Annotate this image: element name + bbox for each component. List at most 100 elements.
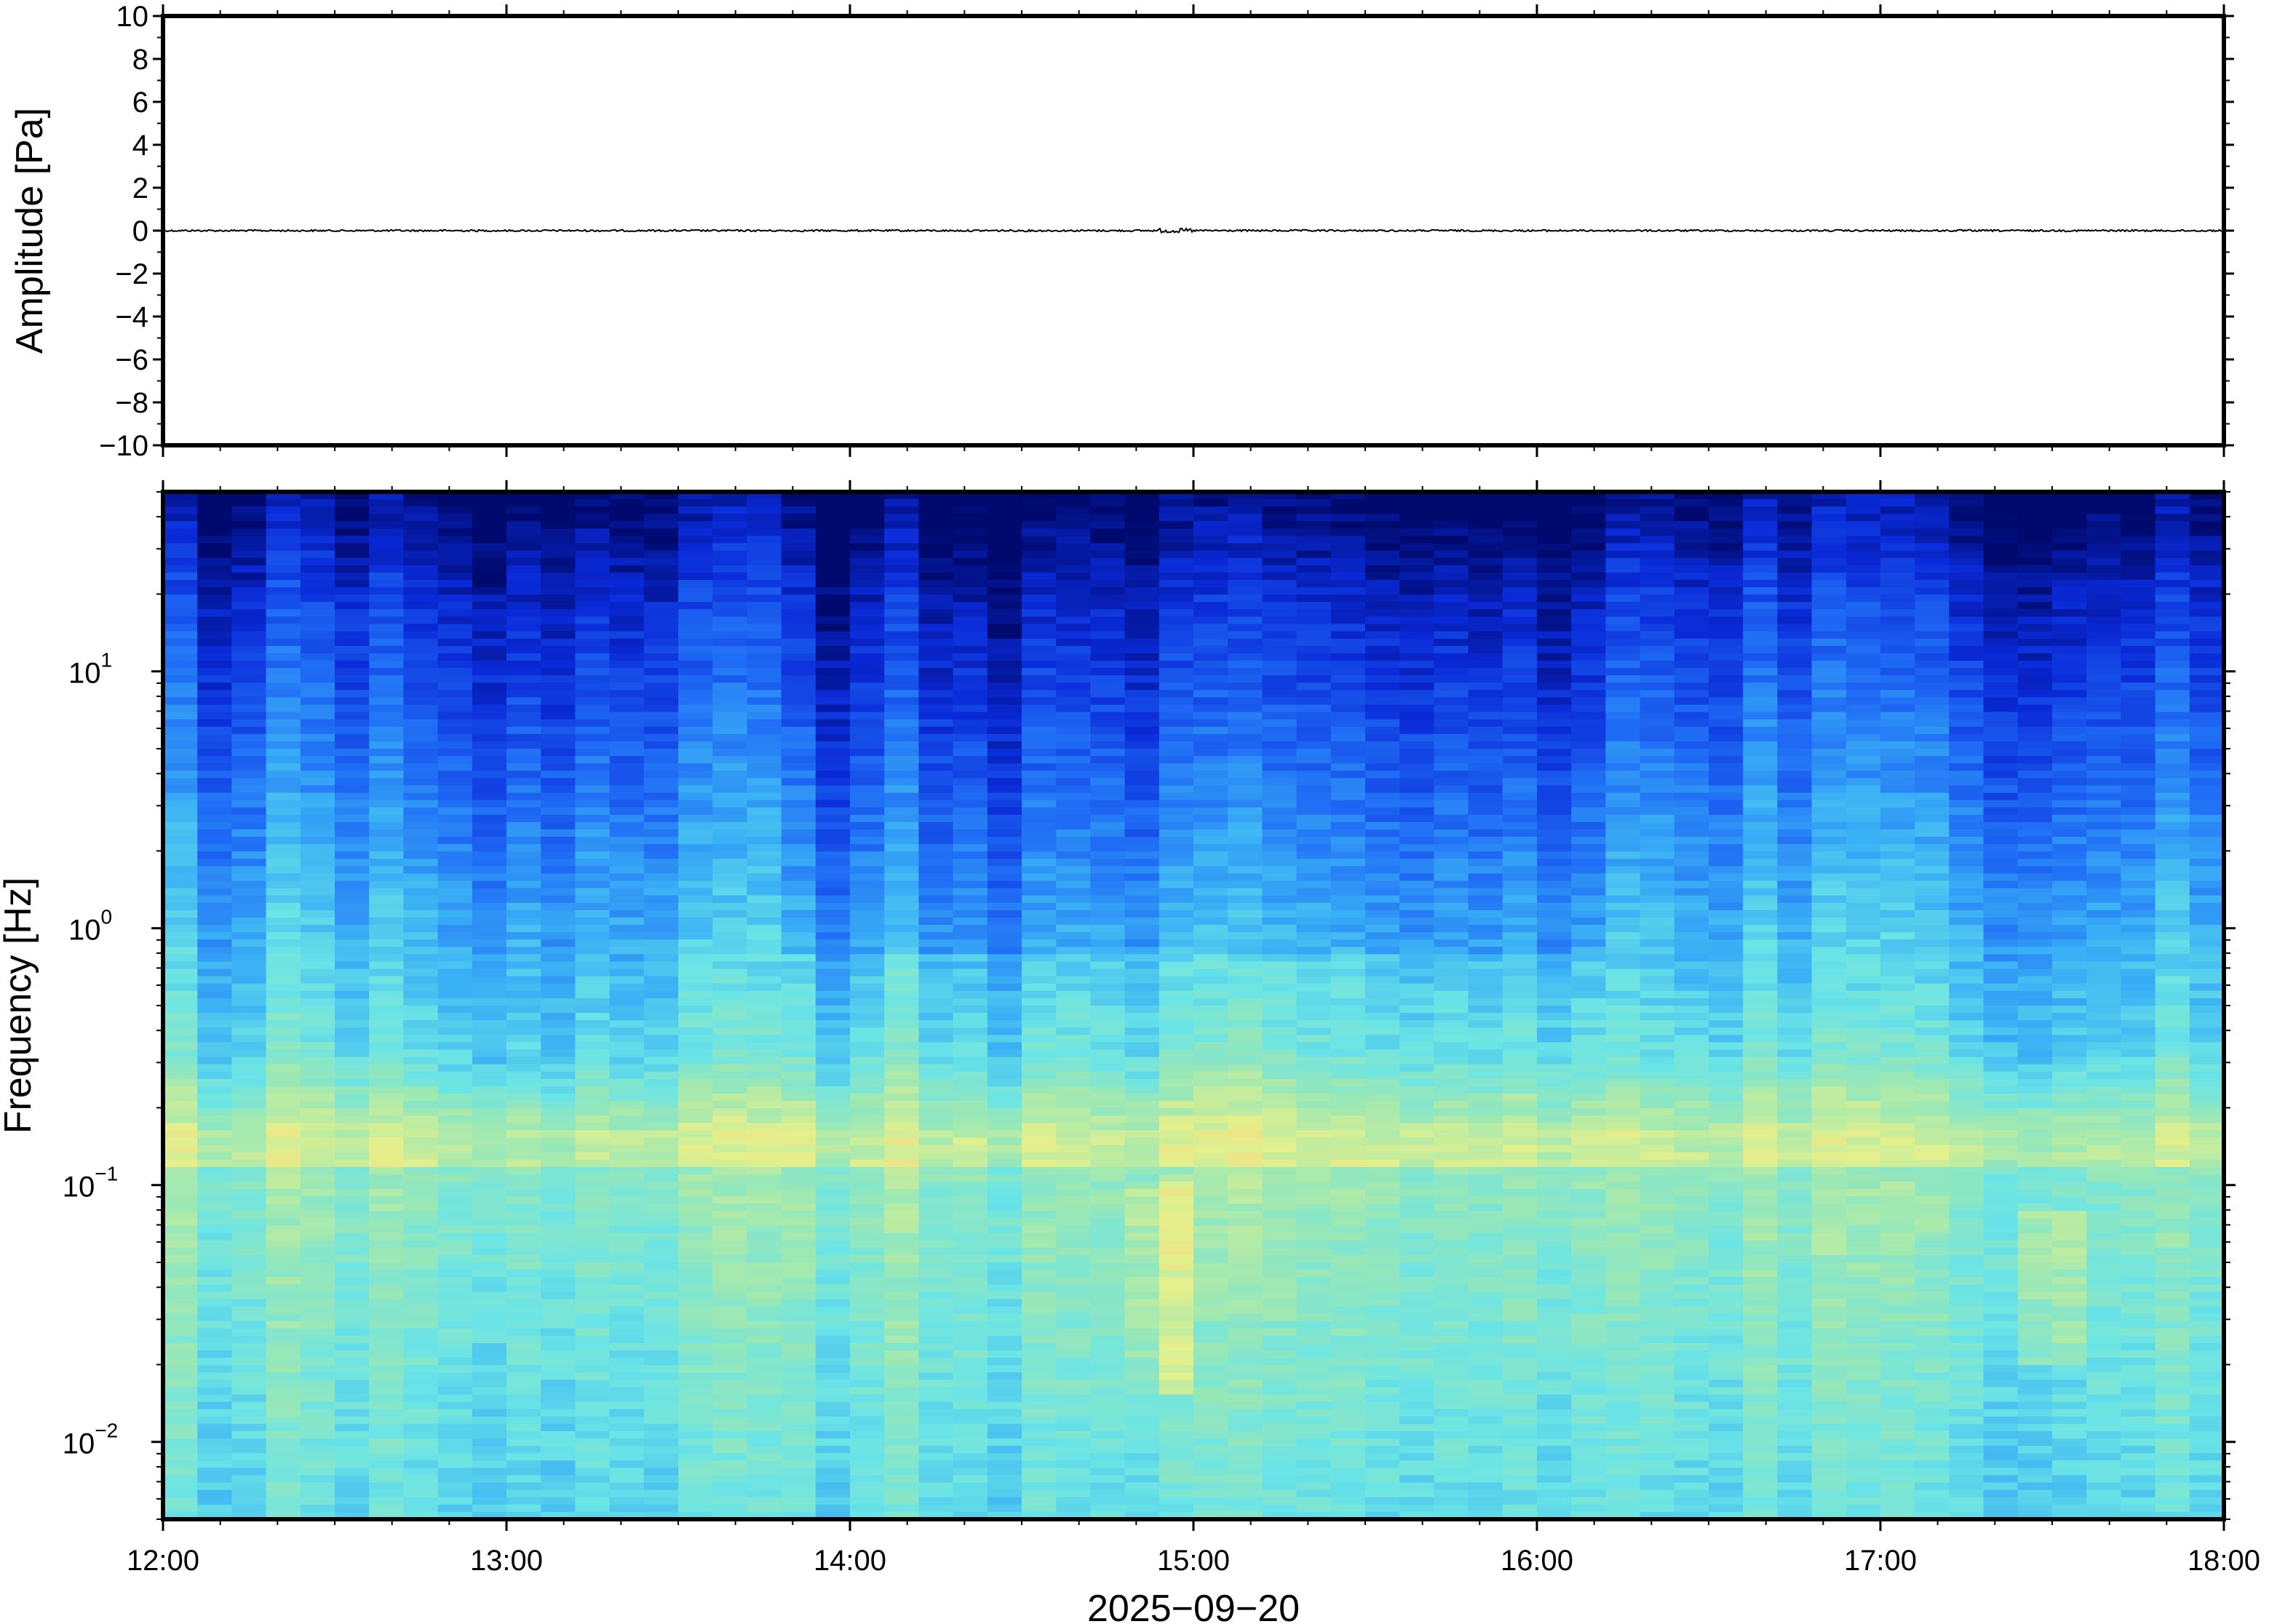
heatmap-cell <box>1674 557 1709 566</box>
heatmap-cell <box>1640 543 1675 552</box>
heatmap-cell <box>403 631 439 640</box>
heatmap-cell <box>2086 682 2121 690</box>
heatmap-cell <box>1228 909 1263 918</box>
heatmap-cell <box>369 572 404 581</box>
heatmap-cell <box>506 954 541 963</box>
heatmap-cell <box>1845 587 1881 595</box>
heatmap-cell <box>2017 550 2053 559</box>
heatmap-cell <box>437 976 473 984</box>
heatmap-cell <box>953 763 988 771</box>
heatmap-cell <box>2086 814 2121 823</box>
heatmap-cell <box>1880 947 1915 955</box>
heatmap-cell <box>300 1035 335 1043</box>
heatmap-cell <box>781 792 816 801</box>
waveform-y-tick-label: −10 <box>99 430 148 462</box>
heatmap-cell <box>712 609 747 618</box>
heatmap-cell <box>1949 800 1984 808</box>
heatmap-cell <box>1502 557 1538 566</box>
heatmap-cell <box>575 638 611 647</box>
heatmap-cell <box>1674 866 1709 875</box>
heatmap-cell <box>1330 902 1366 911</box>
heatmap-cell <box>1537 741 1572 749</box>
heatmap-cell <box>1090 506 1126 514</box>
heatmap-cell <box>2052 756 2087 764</box>
heatmap-cell <box>1880 829 1915 837</box>
heatmap-cell <box>609 726 645 735</box>
heatmap-cell <box>609 961 645 970</box>
heatmap-cell <box>197 837 232 845</box>
heatmap-cell <box>2052 638 2087 647</box>
heatmap-cell <box>1399 1078 1434 1087</box>
heatmap-cell <box>1056 976 1091 984</box>
heatmap-cell <box>1845 660 1881 669</box>
heatmap-cell <box>2189 851 2224 859</box>
heatmap-cell <box>506 1078 541 1087</box>
heatmap-cell <box>1777 1071 1813 1080</box>
heatmap-cell <box>403 1035 439 1043</box>
heatmap-cell <box>850 514 885 522</box>
heatmap-cell <box>1949 1013 1984 1021</box>
heatmap-cell <box>1571 712 1606 720</box>
heatmap-cell <box>1468 763 1503 771</box>
heatmap-cell <box>884 557 919 566</box>
heatmap-cell <box>815 771 851 779</box>
heatmap-cell <box>953 932 988 940</box>
heatmap-cell <box>987 712 1022 720</box>
heatmap-cell <box>335 1006 370 1014</box>
heatmap-cell <box>609 939 645 947</box>
heatmap-cell <box>1537 631 1572 640</box>
heatmap-cell <box>987 851 1022 859</box>
heatmap-cell <box>987 1078 1022 1087</box>
heatmap-cell <box>850 712 885 720</box>
heatmap-cell <box>437 521 473 530</box>
heatmap-cell <box>472 616 507 625</box>
heatmap-cell <box>1159 763 1194 771</box>
heatmap-cell <box>1124 814 1160 823</box>
heatmap-cell <box>953 961 988 970</box>
heatmap-cell <box>918 1020 954 1028</box>
heatmap-cell <box>1811 668 1847 676</box>
heatmap-cell <box>1537 550 1572 559</box>
heatmap-cell <box>1880 895 1915 904</box>
heatmap-cell <box>918 1035 954 1043</box>
heatmap-cell <box>781 543 816 552</box>
heatmap-cell <box>2121 550 2156 559</box>
heatmap-cell <box>1399 961 1434 970</box>
heatmap-cell <box>472 587 507 595</box>
heatmap-cell <box>300 814 335 823</box>
heatmap-cell <box>1915 932 1950 940</box>
heatmap-cell <box>1640 1027 1675 1035</box>
heatmap-cell <box>850 1064 885 1072</box>
heatmap-cell <box>1502 726 1538 735</box>
heatmap-cell <box>1949 631 1984 640</box>
heatmap-cell <box>1811 983 1847 992</box>
heatmap-cell <box>1124 1035 1160 1043</box>
heatmap-cell <box>884 645 919 654</box>
heatmap-cell <box>1399 609 1434 618</box>
heatmap-cell <box>987 557 1022 566</box>
heatmap-cell <box>1640 990 1675 999</box>
heatmap-cell <box>437 880 473 889</box>
heatmap-cell <box>1434 653 1469 661</box>
heatmap-cell <box>369 932 404 940</box>
heatmap-cell <box>2086 645 2121 654</box>
heatmap-cell <box>1674 859 1709 867</box>
heatmap-cell <box>1949 902 1984 911</box>
heatmap-cell <box>1330 528 1366 537</box>
heatmap-cell <box>1777 741 1813 749</box>
heatmap-cell <box>1399 976 1434 984</box>
heatmap-cell <box>1365 763 1400 771</box>
heatmap-cell <box>541 536 576 544</box>
heatmap-cell <box>437 925 473 933</box>
heatmap-cell <box>1296 653 1332 661</box>
heatmap-cell <box>1228 807 1263 816</box>
heatmap-cell <box>643 587 679 595</box>
heatmap-cell <box>541 1056 576 1065</box>
heatmap-cell <box>1228 690 1263 698</box>
heatmap-cell <box>850 741 885 749</box>
heatmap-cell <box>1159 837 1194 845</box>
heatmap-cell <box>1399 778 1434 787</box>
heatmap-cell <box>403 866 439 875</box>
heatmap-cell <box>1880 821 1915 830</box>
heatmap-cell <box>1330 947 1366 955</box>
